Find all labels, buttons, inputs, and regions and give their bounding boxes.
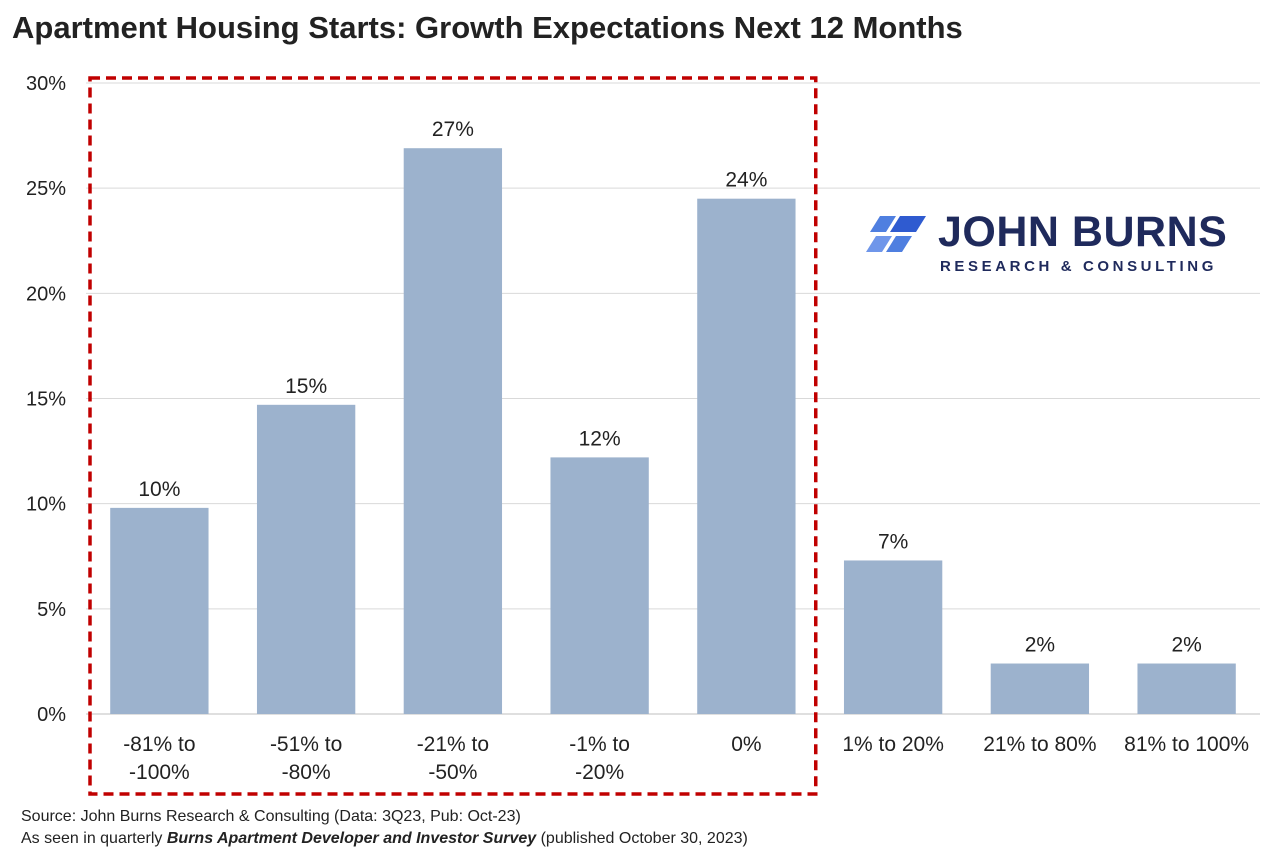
data-label: 10% [138,478,180,501]
x-tick-label: 1% to 20% [842,733,944,756]
source-line-2-prefix: As seen in quarterly [21,830,167,847]
y-tick-label: 30% [26,73,66,95]
bar [990,663,1090,714]
bar [256,404,356,714]
source-line-1: Source: John Burns Research & Consulting… [21,808,521,825]
y-tick-label: 25% [26,178,66,200]
data-label: 15% [285,375,327,398]
bar-chart: 0% 5% 10% 15% 20% 25% 30% 10% -81% to -100% 15% -51… [26,73,1260,796]
x-tick-label: -81% to [123,733,195,756]
bar [697,198,796,714]
bar [550,457,649,714]
x-tick-label: -20% [575,761,624,784]
y-tick-label: 0% [37,704,66,726]
john-burns-logo: JOHN BURNS RESEARCH & CONSULTING [866,208,1246,282]
data-label: 27% [432,118,474,141]
data-label: 2% [1171,634,1201,657]
data-label: 2% [1025,634,1055,657]
x-tick-label: 0% [731,733,761,756]
source-line-2: As seen in quarterly Burns Apartment Dev… [21,830,748,848]
bar [843,560,943,714]
x-tick-label: -1% to [569,733,630,756]
bar [110,507,209,714]
x-tick-label: 81% to 100% [1124,733,1249,756]
source-line-2-suffix: (published October 30, 2023) [536,830,748,847]
x-tick-label: -21% to [417,733,489,756]
x-tick-label: 21% to 80% [983,733,1096,756]
y-tick-label: 15% [26,389,66,411]
chart-title: Apartment Housing Starts: Growth Expecta… [12,10,963,45]
logo-mark-icon [866,216,926,252]
data-label: 7% [878,530,908,553]
data-label: 12% [579,427,621,450]
y-tick-label: 10% [26,494,66,516]
survey-name: Burns Apartment Developer and Investor S… [166,830,537,847]
logo-sub-text: RESEARCH & CONSULTING [940,258,1217,275]
x-tick-label: -80% [282,761,331,784]
data-label: 24% [725,169,767,192]
y-tick-label: 20% [26,283,66,305]
x-tick-label: -51% to [270,733,342,756]
bar [1137,663,1236,714]
bar [403,148,503,714]
x-tick-label: -50% [428,761,477,784]
x-tick-label: -100% [129,761,190,784]
logo-main-text: JOHN BURNS [938,208,1228,256]
y-tick-label: 5% [37,599,66,621]
